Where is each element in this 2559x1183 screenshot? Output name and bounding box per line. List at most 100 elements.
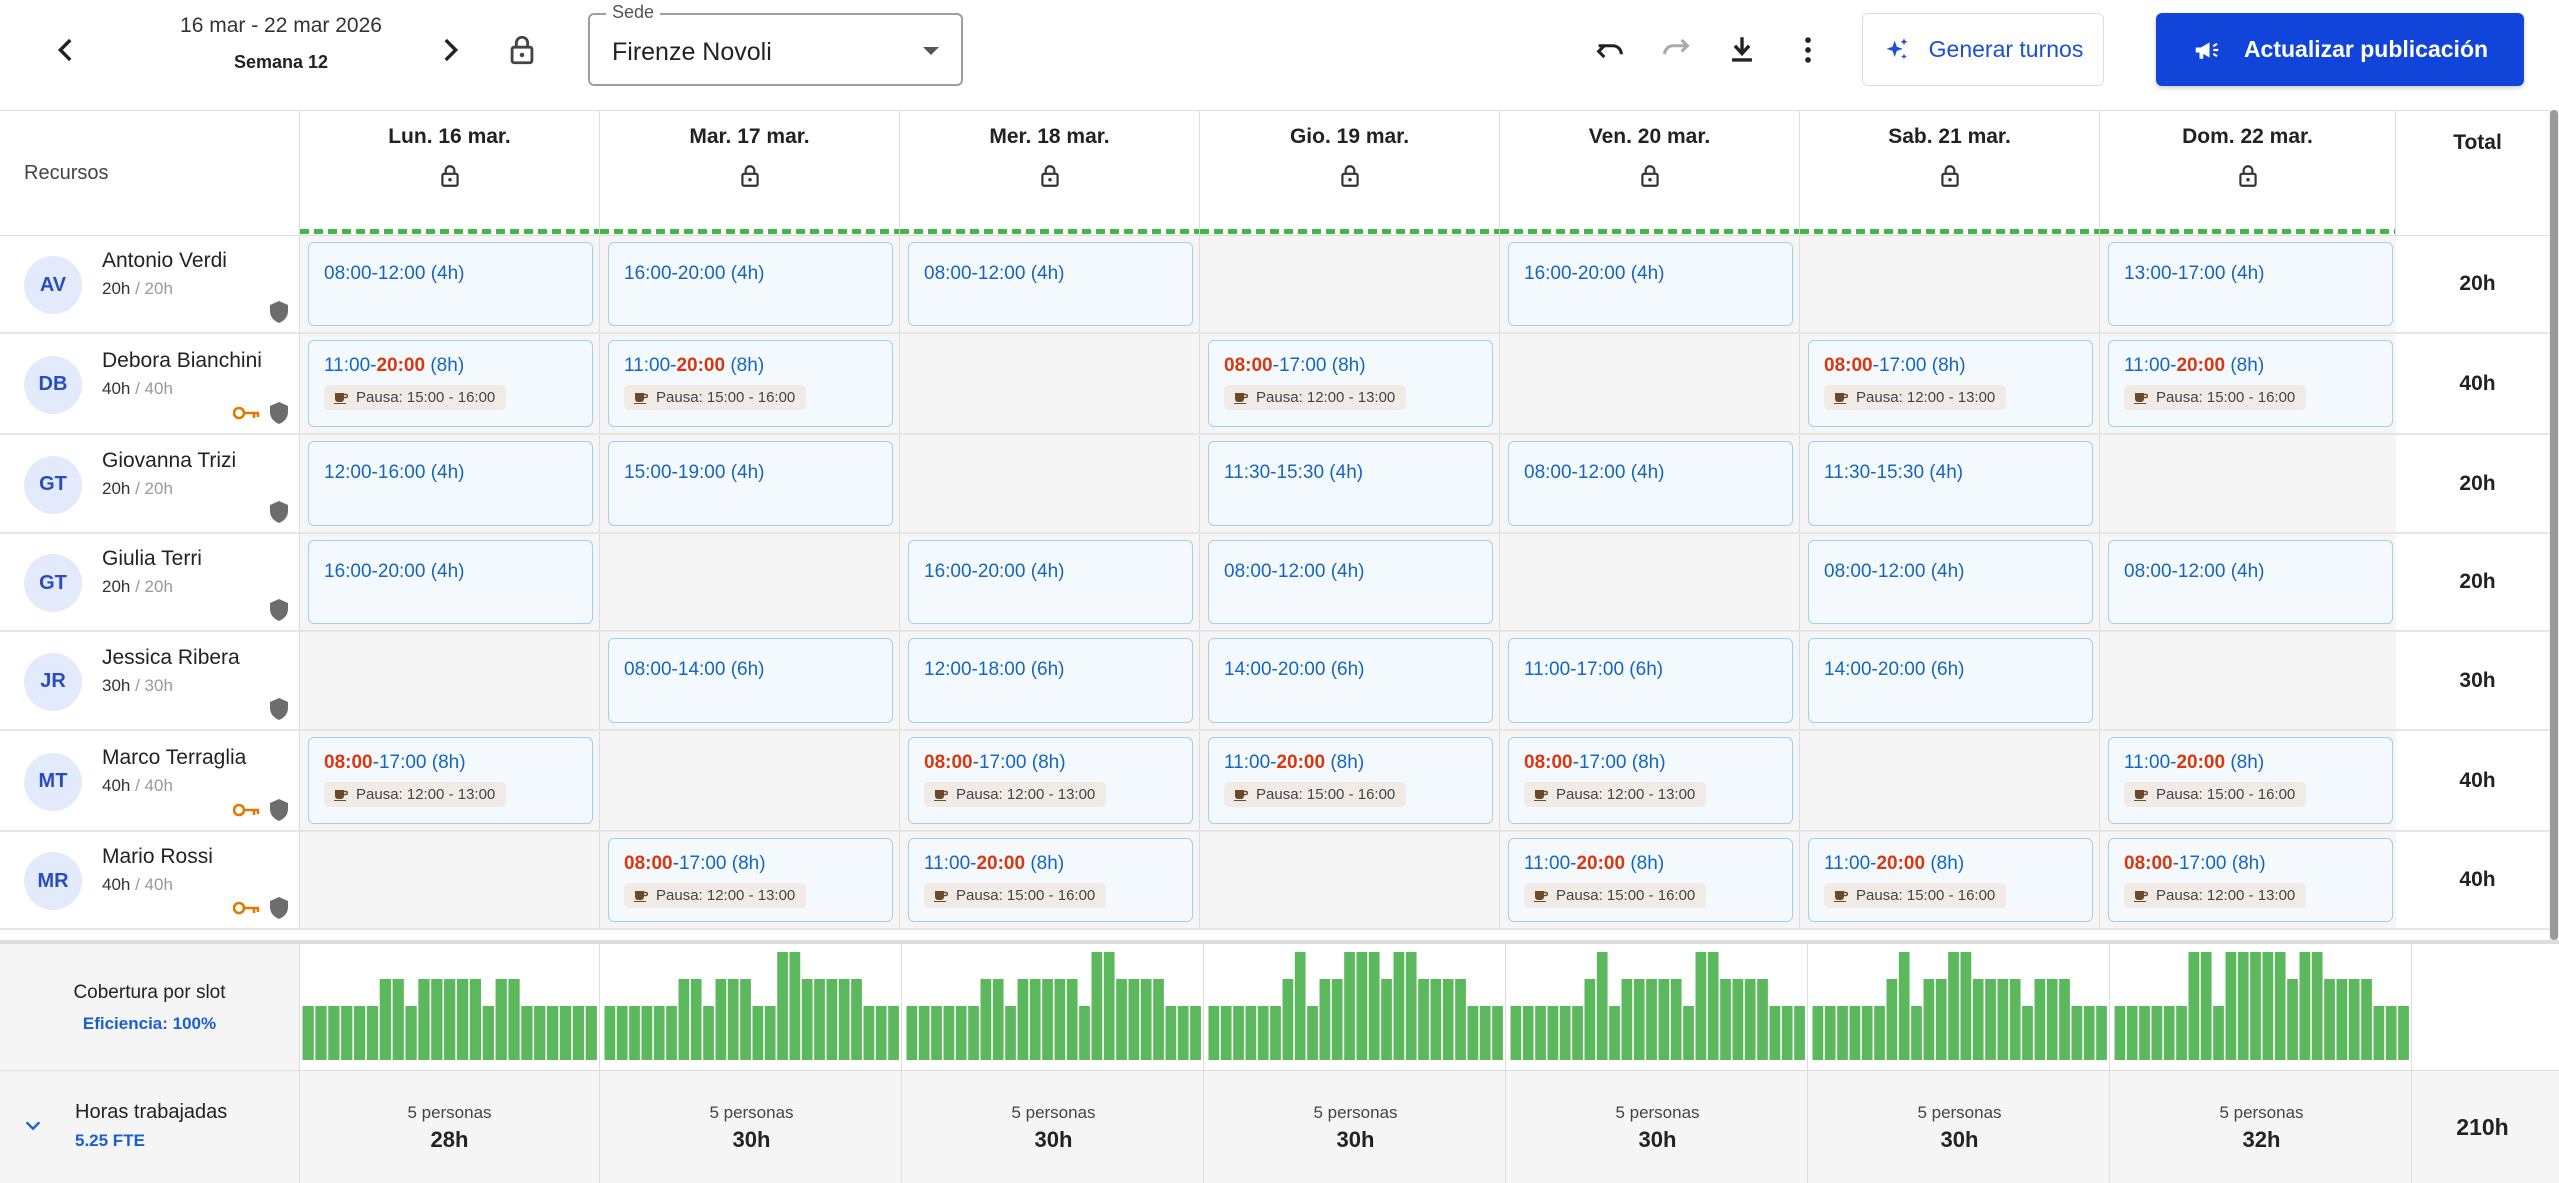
shift-block[interactable]: 08:00-12:00 (4h) — [1508, 441, 1793, 526]
prev-week-button[interactable] — [40, 24, 92, 76]
shift-block[interactable]: 08:00-12:00 (4h) — [908, 242, 1193, 326]
shift-block[interactable]: 08:00-17:00 (8h) Pausa: 12:00 - 13:00 — [308, 737, 593, 824]
day-cell[interactable]: 11:00-20:00 (8h) Pausa: 15:00 - 16:00 — [2100, 334, 2400, 433]
resource-cell[interactable]: JR Jessica Ribera 30h / 30h — [0, 632, 300, 729]
day-cell[interactable]: 08:00-12:00 (4h) — [900, 236, 1200, 332]
day-cell[interactable] — [1200, 832, 1500, 928]
shift-block[interactable]: 08:00-12:00 (4h) — [2108, 540, 2393, 624]
shift-block[interactable]: 11:30-15:30 (4h) — [1808, 441, 2093, 526]
day-cell[interactable]: 08:00-17:00 (8h) Pausa: 12:00 - 13:00 — [1200, 334, 1500, 433]
shift-block[interactable]: 11:30-15:30 (4h) — [1208, 441, 1493, 526]
shift-block[interactable]: 11:00-20:00 (8h) Pausa: 15:00 - 16:00 — [1508, 838, 1793, 922]
shift-block[interactable]: 08:00-17:00 (8h) Pausa: 12:00 - 13:00 — [608, 838, 893, 922]
day-cell[interactable]: 16:00-20:00 (4h) — [300, 534, 600, 630]
day-cell[interactable]: 14:00-20:00 (6h) — [1800, 632, 2100, 729]
day-cell[interactable] — [300, 632, 600, 729]
shift-block[interactable]: 11:00-20:00 (8h) Pausa: 15:00 - 16:00 — [908, 838, 1193, 922]
day-cell[interactable] — [1200, 236, 1500, 332]
shift-block[interactable]: 12:00-18:00 (6h) — [908, 638, 1193, 723]
resource-cell[interactable]: MT Marco Terraglia 40h / 40h — [0, 731, 300, 830]
day-cell[interactable]: 11:00-20:00 (8h) Pausa: 15:00 - 16:00 — [1800, 832, 2100, 928]
undo-button[interactable] — [1584, 24, 1636, 76]
day-cell[interactable]: 08:00-17:00 (8h) Pausa: 12:00 - 13:00 — [1500, 731, 1800, 830]
shift-block[interactable]: 14:00-20:00 (6h) — [1208, 638, 1493, 723]
day-cell[interactable]: 08:00-12:00 (4h) — [300, 236, 600, 332]
shift-block[interactable]: 08:00-17:00 (8h) Pausa: 12:00 - 13:00 — [1808, 340, 2093, 427]
day-cell[interactable] — [600, 731, 900, 830]
shift-block[interactable]: 08:00-12:00 (4h) — [1208, 540, 1493, 624]
lock-open-icon[interactable] — [2235, 163, 2261, 189]
day-cell[interactable] — [1800, 236, 2100, 332]
more-options-button[interactable] — [1782, 24, 1834, 76]
day-cell[interactable]: 08:00-17:00 (8h) Pausa: 12:00 - 13:00 — [1800, 334, 2100, 433]
shift-block[interactable]: 11:00-20:00 (8h) Pausa: 15:00 - 16:00 — [1208, 737, 1493, 824]
day-cell[interactable] — [2100, 435, 2400, 532]
day-cell[interactable] — [600, 534, 900, 630]
lock-open-icon[interactable] — [437, 163, 463, 189]
chevron-down-icon[interactable] — [22, 1115, 44, 1137]
day-cell[interactable] — [1800, 731, 2100, 830]
day-cell[interactable]: 12:00-16:00 (4h) — [300, 435, 600, 532]
shift-block[interactable]: 08:00-14:00 (6h) — [608, 638, 893, 723]
day-cell[interactable]: 08:00-14:00 (6h) — [600, 632, 900, 729]
day-cell[interactable] — [300, 832, 600, 928]
day-cell[interactable]: 08:00-17:00 (8h) Pausa: 12:00 - 13:00 — [900, 731, 1200, 830]
day-cell[interactable]: 08:00-17:00 (8h) Pausa: 12:00 - 13:00 — [300, 731, 600, 830]
lock-open-icon[interactable] — [1337, 163, 1363, 189]
lock-open-icon[interactable] — [1937, 163, 1963, 189]
download-button[interactable] — [1716, 24, 1768, 76]
lock-week-button[interactable] — [496, 24, 548, 76]
day-cell[interactable]: 11:00-20:00 (8h) Pausa: 15:00 - 16:00 — [1500, 832, 1800, 928]
day-cell[interactable]: 08:00-17:00 (8h) Pausa: 12:00 - 13:00 — [2100, 832, 2400, 928]
shift-block[interactable]: 12:00-16:00 (4h) — [308, 441, 593, 526]
resource-cell[interactable]: DB Debora Bianchini 40h / 40h — [0, 334, 300, 433]
shift-block[interactable]: 16:00-20:00 (4h) — [608, 242, 893, 326]
shift-block[interactable]: 11:00-20:00 (8h) Pausa: 15:00 - 16:00 — [608, 340, 893, 427]
shift-block[interactable]: 11:00-20:00 (8h) Pausa: 15:00 - 16:00 — [308, 340, 593, 427]
shift-block[interactable]: 16:00-20:00 (4h) — [1508, 242, 1793, 326]
day-cell[interactable] — [1500, 334, 1800, 433]
shift-block[interactable]: 15:00-19:00 (4h) — [608, 441, 893, 526]
next-week-button[interactable] — [424, 24, 476, 76]
day-cell[interactable]: 11:00-20:00 (8h) Pausa: 15:00 - 16:00 — [300, 334, 600, 433]
lock-open-icon[interactable] — [1637, 163, 1663, 189]
day-cell[interactable]: 08:00-12:00 (4h) — [2100, 534, 2400, 630]
shift-block[interactable]: 08:00-17:00 (8h) Pausa: 12:00 - 13:00 — [1508, 737, 1793, 824]
shift-block[interactable]: 08:00-17:00 (8h) Pausa: 12:00 - 13:00 — [908, 737, 1193, 824]
day-cell[interactable]: 13:00-17:00 (4h) — [2100, 236, 2400, 332]
day-cell[interactable]: 16:00-20:00 (4h) — [1500, 236, 1800, 332]
scrollbar-thumb[interactable] — [2550, 110, 2558, 940]
day-cell[interactable]: 11:00-20:00 (8h) Pausa: 15:00 - 16:00 — [600, 334, 900, 433]
day-cell[interactable] — [2100, 632, 2400, 729]
day-cell[interactable]: 11:00-20:00 (8h) Pausa: 15:00 - 16:00 — [900, 832, 1200, 928]
resource-cell[interactable]: MR Mario Rossi 40h / 40h — [0, 832, 300, 928]
day-cell[interactable]: 15:00-19:00 (4h) — [600, 435, 900, 532]
shift-block[interactable]: 08:00-12:00 (4h) — [1808, 540, 2093, 624]
day-cell[interactable]: 08:00-12:00 (4h) — [1200, 534, 1500, 630]
day-cell[interactable]: 11:00-20:00 (8h) Pausa: 15:00 - 16:00 — [2100, 731, 2400, 830]
day-cell[interactable]: 08:00-17:00 (8h) Pausa: 12:00 - 13:00 — [600, 832, 900, 928]
day-cell[interactable] — [1500, 534, 1800, 630]
day-cell[interactable]: 11:30-15:30 (4h) — [1200, 435, 1500, 532]
update-publication-button[interactable]: Actualizar publicación — [2156, 13, 2524, 86]
shift-block[interactable]: 08:00-17:00 (8h) Pausa: 12:00 - 13:00 — [1208, 340, 1493, 427]
resource-cell[interactable]: AV Antonio Verdi 20h / 20h — [0, 236, 300, 332]
day-cell[interactable]: 12:00-18:00 (6h) — [900, 632, 1200, 729]
day-cell[interactable]: 11:30-15:30 (4h) — [1800, 435, 2100, 532]
shift-block[interactable]: 11:00-20:00 (8h) Pausa: 15:00 - 16:00 — [2108, 340, 2393, 427]
day-cell[interactable]: 16:00-20:00 (4h) — [600, 236, 900, 332]
shift-block[interactable]: 13:00-17:00 (4h) — [2108, 242, 2393, 326]
shift-block[interactable]: 11:00-20:00 (8h) Pausa: 15:00 - 16:00 — [1808, 838, 2093, 922]
sede-select[interactable]: Sede Firenze Novoli — [588, 2, 963, 86]
shift-block[interactable]: 14:00-20:00 (6h) — [1808, 638, 2093, 723]
resource-cell[interactable]: GT Giovanna Trizi 20h / 20h — [0, 435, 300, 532]
lock-open-icon[interactable] — [737, 163, 763, 189]
lock-open-icon[interactable] — [1037, 163, 1063, 189]
vertical-scrollbar[interactable] — [2549, 110, 2559, 940]
day-cell[interactable]: 11:00-20:00 (8h) Pausa: 15:00 - 16:00 — [1200, 731, 1500, 830]
redo-button[interactable] — [1650, 24, 1702, 76]
day-cell[interactable]: 16:00-20:00 (4h) — [900, 534, 1200, 630]
shift-block[interactable]: 11:00-20:00 (8h) Pausa: 15:00 - 16:00 — [2108, 737, 2393, 824]
generate-shifts-button[interactable]: Generar turnos — [1862, 13, 2104, 86]
day-cell[interactable]: 11:00-17:00 (6h) — [1500, 632, 1800, 729]
